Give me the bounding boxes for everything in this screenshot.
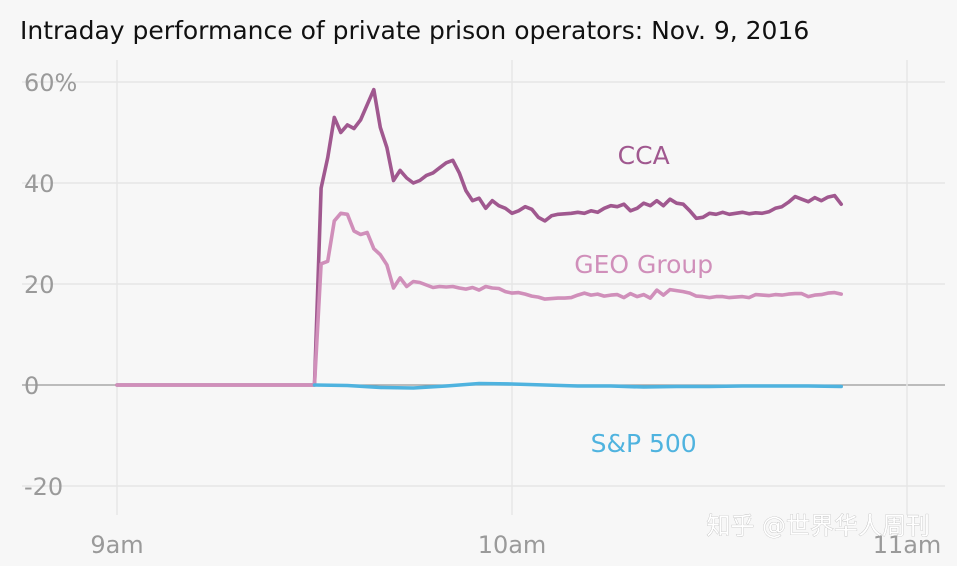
axis-ticks: 60% 40 20 0 -20 9am 10am 11am <box>24 69 941 559</box>
series-labels: CCA GEO Group S&P 500 <box>574 141 713 458</box>
series-line-s-p-500 <box>312 381 843 390</box>
series-label: S&P 500 <box>591 429 697 458</box>
x-tick-label: 9am <box>90 531 143 559</box>
y-tick-label: 0 <box>24 372 39 400</box>
y-tick-label: -20 <box>24 473 63 501</box>
series-label: CCA <box>618 141 670 170</box>
y-tick-label: 60% <box>24 69 77 97</box>
series-lines <box>115 87 843 390</box>
chart-title: Intraday performance of private prison o… <box>20 16 809 45</box>
x-tick-label: 10am <box>478 531 547 559</box>
x-tick-label: 11am <box>873 531 942 559</box>
watermark: 知乎 @世界华人周刊 <box>706 512 930 540</box>
y-tick-label: 40 <box>24 170 55 198</box>
series-line-geo-group <box>115 211 843 387</box>
series-line-cca <box>115 87 843 387</box>
y-tick-label: 20 <box>24 271 55 299</box>
series-label: GEO Group <box>574 250 713 279</box>
